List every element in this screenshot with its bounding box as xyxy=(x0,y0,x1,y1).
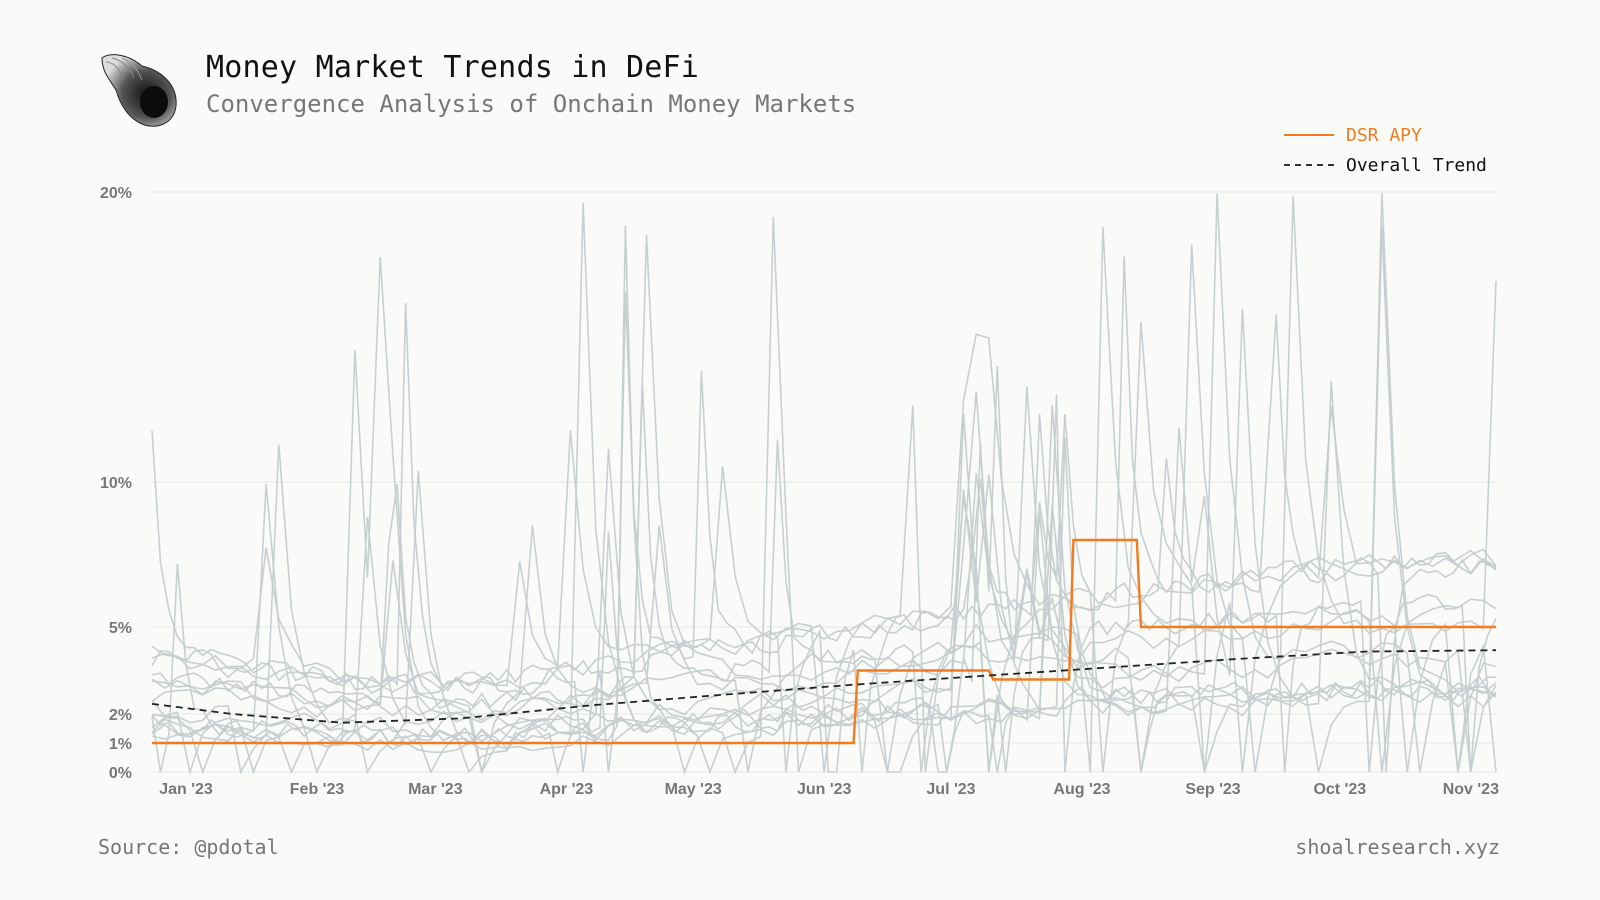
dsr-apy-line xyxy=(152,538,1496,745)
market-line xyxy=(151,196,1497,773)
x-tick-label: Sep '23 xyxy=(1185,781,1240,798)
y-tick-label: 0% xyxy=(109,765,132,782)
market-line xyxy=(151,256,1497,773)
x-tick-label: Nov '23 xyxy=(1443,781,1499,798)
shell-logo xyxy=(98,50,182,130)
x-tick-label: Jul '23 xyxy=(926,781,975,798)
x-tick-label: Oct '23 xyxy=(1313,781,1366,798)
market-line xyxy=(151,608,1497,773)
y-tick-label: 5% xyxy=(109,620,132,637)
legend-item-trend: Overall Trend xyxy=(1284,150,1487,180)
x-tick-label: Aug '23 xyxy=(1053,781,1110,798)
y-tick-label: 10% xyxy=(100,475,132,492)
legend-label-dsr: DSR APY xyxy=(1346,124,1422,146)
market-line xyxy=(151,444,1497,775)
market-line xyxy=(151,333,1497,693)
highlight-series xyxy=(151,538,1497,745)
source-note: Source: @pdotal xyxy=(98,835,279,859)
y-axis: 0% 1% 2% 5% 10% 20% xyxy=(100,185,132,782)
market-series xyxy=(151,192,1497,776)
market-line xyxy=(151,314,1497,773)
chart-subtitle: Convergence Analysis of Onchain Money Ma… xyxy=(206,90,857,118)
market-line xyxy=(151,192,1497,775)
legend-swatch-trend xyxy=(1284,164,1334,166)
market-line xyxy=(151,216,1497,775)
x-tick-label: Apr '23 xyxy=(540,781,594,798)
market-line xyxy=(151,227,1497,773)
market-line xyxy=(151,322,1497,773)
site-credit: shoalresearch.xyz xyxy=(1295,835,1500,859)
x-tick-label: May '23 xyxy=(665,781,722,798)
x-tick-label: Jan '23 xyxy=(159,781,213,798)
y-tick-label: 2% xyxy=(109,707,132,724)
y-tick-label: 1% xyxy=(109,736,132,753)
legend-item-dsr: DSR APY xyxy=(1284,120,1487,150)
x-tick-label: Feb '23 xyxy=(290,781,345,798)
chart-title: Money Market Trends in DeFi xyxy=(206,50,700,85)
x-tick-label: Jun '23 xyxy=(797,781,852,798)
legend-label-trend: Overall Trend xyxy=(1346,154,1487,176)
grid xyxy=(152,191,1496,773)
x-axis: Jan '23 Feb '23 Mar '23 Apr '23 May '23 Jun '… xyxy=(159,781,1499,798)
chart-legend: DSR APY Overall Trend xyxy=(1284,120,1487,180)
y-tick-label: 20% xyxy=(100,185,132,202)
x-tick-label: Mar '23 xyxy=(408,781,463,798)
market-line xyxy=(151,383,1497,773)
market-line xyxy=(151,531,1497,773)
legend-swatch-dsr xyxy=(1284,134,1334,136)
overall-trend-line xyxy=(151,649,1497,724)
